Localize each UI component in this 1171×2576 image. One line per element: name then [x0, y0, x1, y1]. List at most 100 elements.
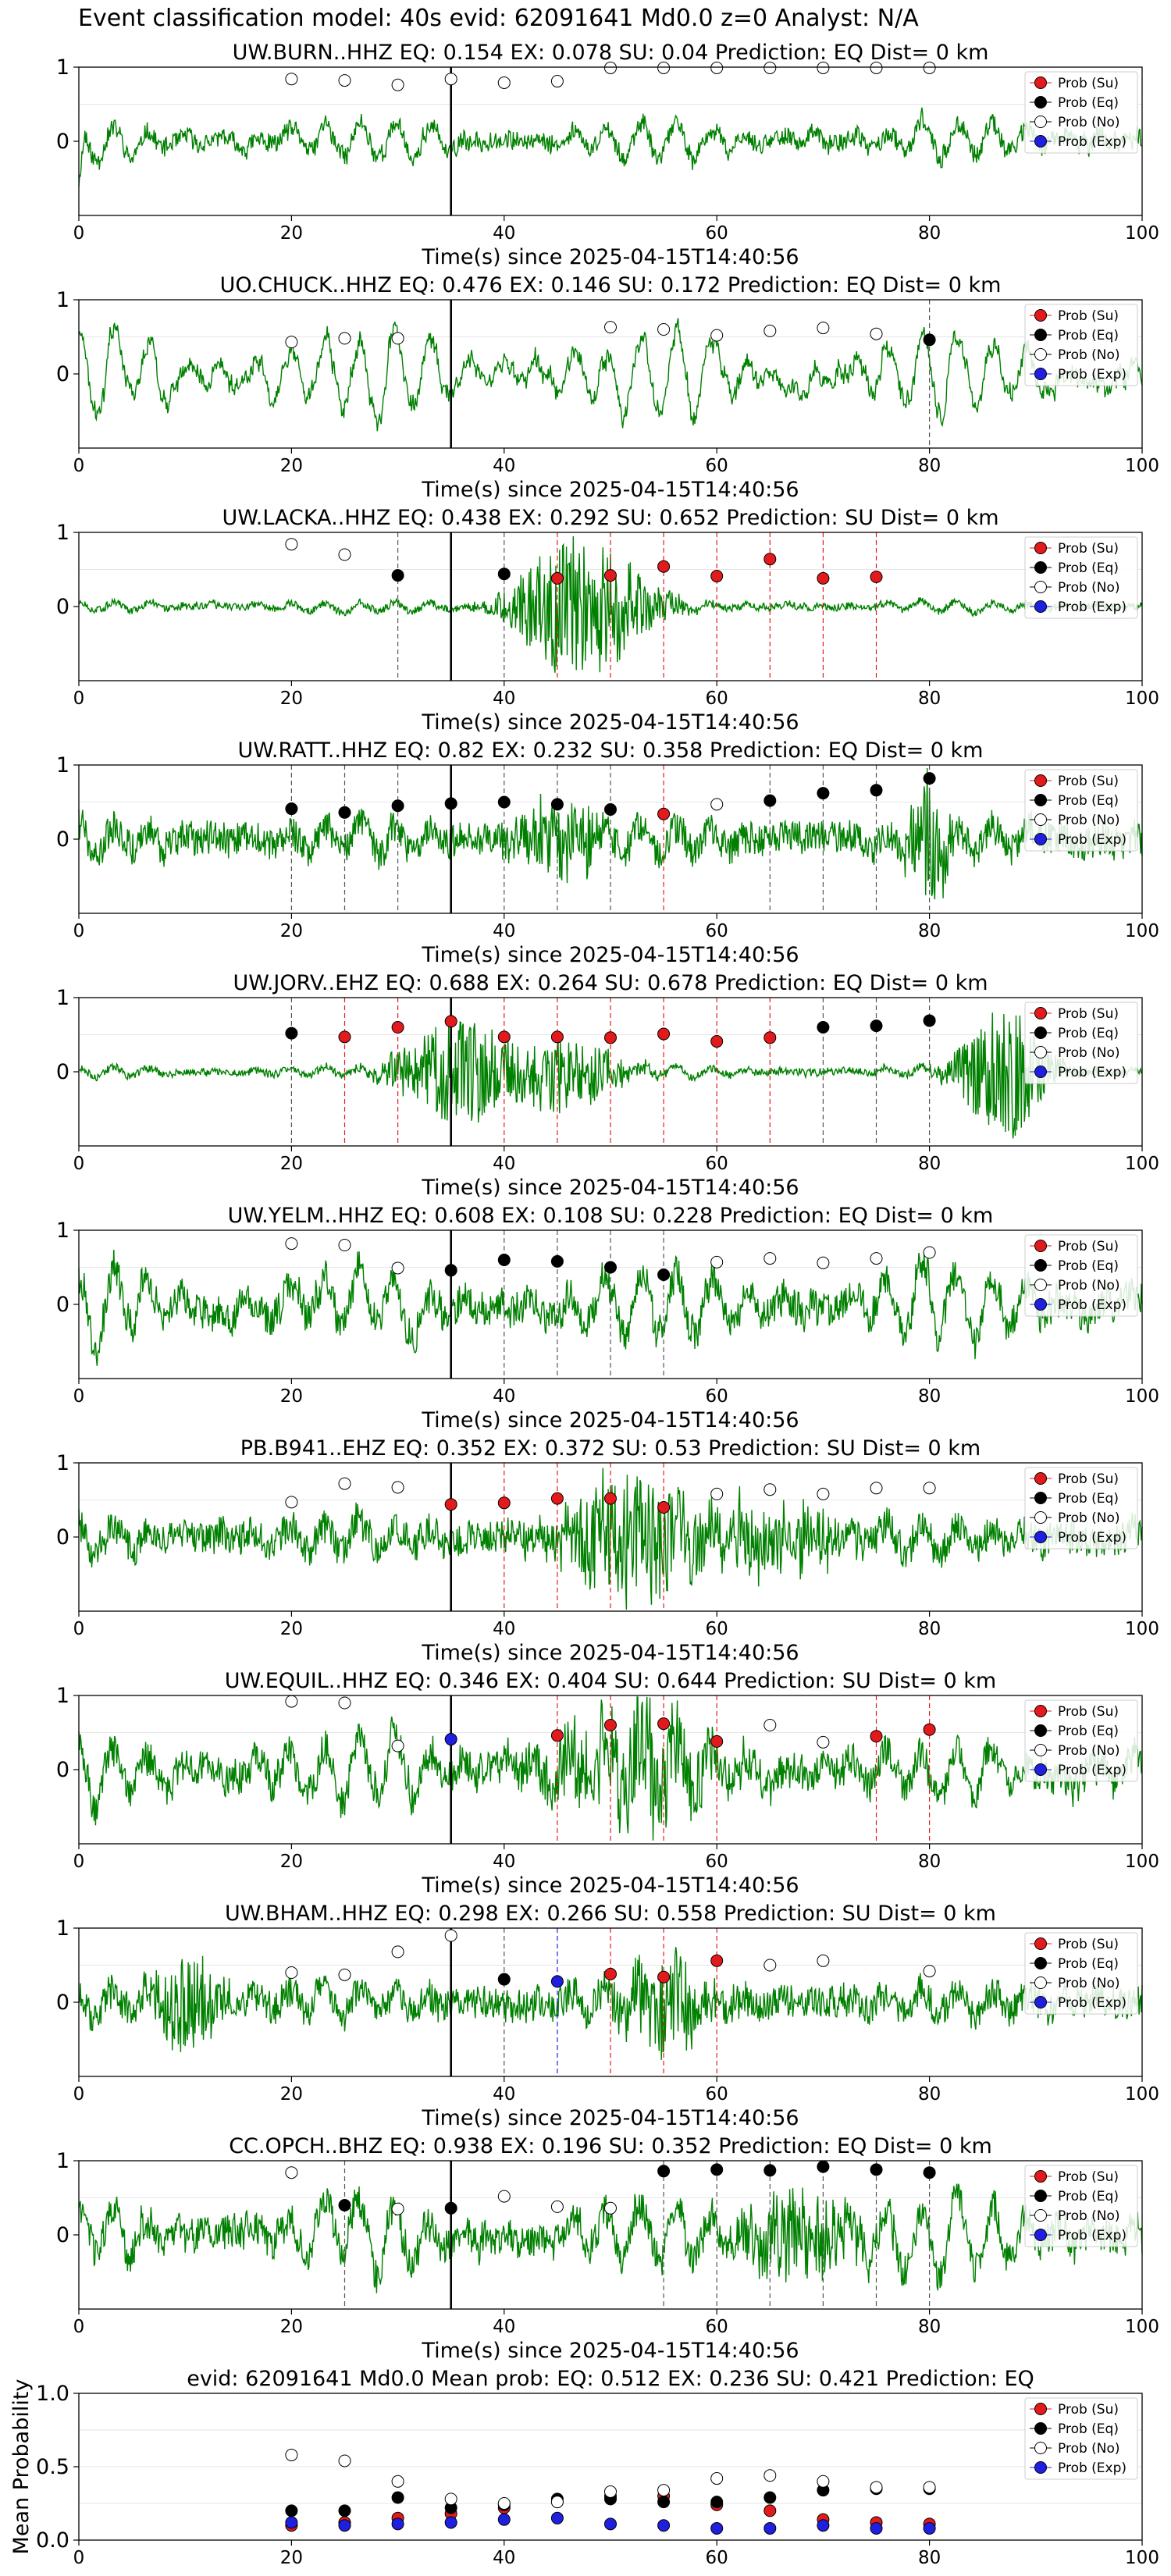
x-tick-label: 20 [280, 2084, 303, 2105]
legend-label: Prob (Su) [1058, 1006, 1119, 1022]
prob-marker [285, 802, 298, 816]
y-tick-label: 0 [56, 595, 69, 619]
waveform-trace [78, 318, 1143, 432]
legend-marker [1034, 581, 1047, 593]
x-tick-label: 60 [706, 223, 728, 244]
legend-box [1024, 1699, 1138, 1782]
x-tick-label: 20 [280, 688, 303, 709]
legend-label: Prob (Exp) [1058, 2228, 1127, 2243]
x-tick-label: 0 [73, 688, 85, 709]
mean-prob-marker [285, 2448, 298, 2461]
prob-marker [338, 1696, 351, 1710]
y-tick-label: 0 [56, 2223, 69, 2247]
mean-prob-marker [710, 2521, 724, 2535]
legend-marker [1034, 2422, 1047, 2435]
station-panel: CC.OPCH..BHZ EQ: 0.938 EX: 0.196 SU: 0.3… [56, 2134, 1159, 2363]
prob-marker [817, 571, 830, 585]
mean-prob-marker [710, 2472, 724, 2485]
mean-prob-marker [923, 2481, 936, 2494]
y-tick-label: 0 [56, 1991, 69, 2015]
panel-title: UW.BHAM..HHZ EQ: 0.298 EX: 0.266 SU: 0.5… [225, 1902, 996, 1926]
legend-label: Prob (Eq) [1058, 1258, 1119, 1274]
legend-label: Prob (No) [1058, 1743, 1120, 1759]
prob-marker [338, 806, 351, 819]
legend-label: Prob (Eq) [1058, 2189, 1119, 2204]
x-tick-label: 100 [1125, 921, 1159, 941]
station-panel: UO.CHUCK..HHZ EQ: 0.476 EX: 0.146 SU: 0.… [56, 273, 1159, 502]
prob-marker [604, 803, 617, 816]
x-tick-label: 40 [493, 1154, 515, 1174]
legend-marker [1034, 1957, 1047, 1969]
x-tick-label: 60 [706, 456, 728, 476]
prob-marker [444, 797, 457, 810]
prob-marker [763, 1252, 777, 1265]
legend-marker [1034, 542, 1047, 554]
x-axis-label: Time(s) since 2025-04-15T14:40:56 [421, 2106, 799, 2130]
prob-marker [550, 1492, 564, 1505]
legend-label: Prob (Su) [1058, 1239, 1119, 1254]
legend-label: Prob (Su) [1058, 1704, 1119, 1720]
prob-marker [710, 1035, 724, 1048]
legend-marker [1034, 1279, 1047, 1291]
prob-marker [604, 1719, 617, 1731]
x-tick-label: 0 [73, 1852, 85, 1872]
mean-prob-marker [763, 2469, 777, 2482]
legend-marker [1034, 1046, 1047, 1059]
panel-title: UW.LACKA..HHZ EQ: 0.438 EX: 0.292 SU: 0.… [222, 506, 998, 530]
prob-marker [497, 1496, 511, 1510]
legend-marker [1034, 2229, 1047, 2241]
x-tick-label: 80 [918, 1619, 941, 1639]
x-tick-label: 40 [493, 223, 515, 244]
legend-label: Prob (Exp) [1058, 2460, 1127, 2476]
prob-marker [870, 571, 883, 583]
legend-label: Prob (Su) [1058, 774, 1119, 789]
prob-marker [763, 553, 777, 566]
mean-prob-marker [285, 2504, 298, 2517]
x-tick-label: 0 [73, 2548, 85, 2568]
legend-box [1024, 1467, 1138, 1550]
prob-marker [444, 73, 457, 86]
prob-marker [763, 61, 777, 74]
waveform-trace [78, 107, 1143, 187]
x-tick-label: 40 [493, 2317, 515, 2337]
prob-marker [763, 2164, 777, 2177]
prob-marker [497, 2190, 511, 2203]
legend-label: Prob (No) [1058, 115, 1120, 130]
prob-marker [285, 538, 298, 551]
legend-marker [1034, 2209, 1047, 2222]
x-tick-label: 40 [493, 1386, 515, 1407]
prob-marker [444, 1015, 457, 1028]
legend-marker [1034, 1724, 1047, 1737]
prob-marker [817, 2160, 830, 2173]
station-panel: UW.JORV..EHZ EQ: 0.688 EX: 0.264 SU: 0.6… [56, 971, 1159, 1200]
mean-prob-marker [604, 2485, 617, 2498]
prob-marker [763, 1031, 777, 1044]
prob-marker [657, 1970, 671, 1984]
prob-marker [710, 2163, 724, 2176]
legend-label: Prob (Eq) [1058, 95, 1119, 111]
mean-prob-marker [604, 2517, 617, 2531]
legend-marker [1034, 1511, 1047, 1524]
prob-marker [817, 787, 830, 800]
y-tick-label: 1 [56, 1684, 69, 1708]
mean-prob-marker [391, 2491, 404, 2504]
legend-marker [1034, 2170, 1047, 2183]
y-tick-label: 0 [56, 130, 69, 154]
prob-marker [870, 784, 883, 797]
prob-marker [763, 324, 777, 337]
x-tick-label: 80 [918, 2084, 941, 2105]
figure-title: Event classification model: 40s evid: 62… [78, 5, 919, 32]
legend-marker [1034, 135, 1047, 148]
waveform-trace [78, 535, 1143, 673]
x-tick-label: 20 [280, 1386, 303, 1407]
legend-label: Prob (Exp) [1058, 367, 1127, 382]
x-tick-label: 80 [918, 2548, 941, 2568]
prob-marker [550, 1030, 564, 1044]
x-tick-label: 20 [280, 456, 303, 476]
prob-marker [285, 1966, 298, 1979]
prob-marker [710, 570, 724, 583]
y-tick-label: 1 [56, 2149, 69, 2173]
legend-marker [1034, 1705, 1047, 1717]
legend-marker [1034, 116, 1047, 128]
